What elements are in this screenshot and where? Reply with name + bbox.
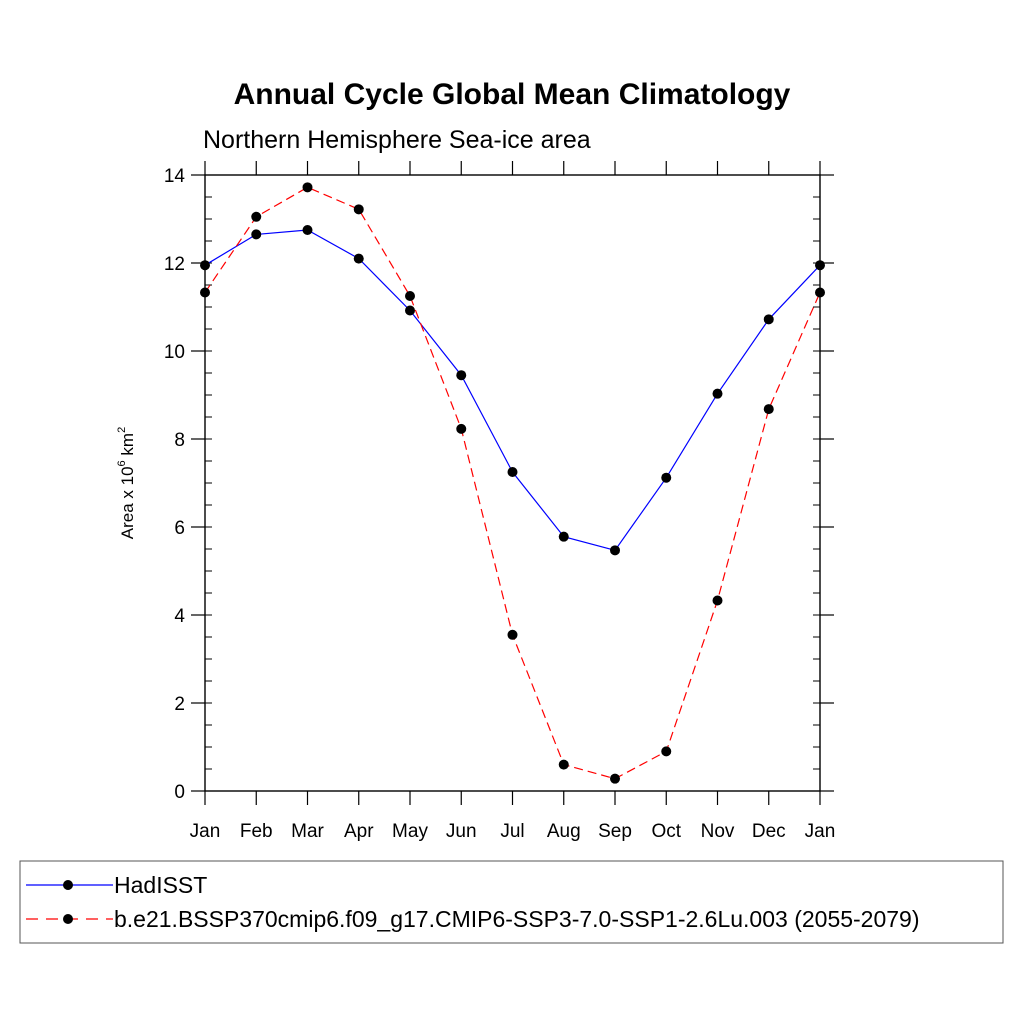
y-axis-label-unit: km <box>118 433 137 460</box>
y-tick-label: 12 <box>164 254 185 275</box>
series-1-point <box>302 225 313 235</box>
series-1-point <box>558 531 569 542</box>
legend-marker-2 <box>63 914 73 924</box>
series-line-1 <box>204 229 821 551</box>
series-2-point <box>610 773 620 784</box>
x-tick-label: Nov <box>701 821 735 842</box>
series-1-point <box>712 388 723 399</box>
x-tick-label: Oct <box>651 821 681 842</box>
series-1-point <box>200 260 210 271</box>
x-tick-label: Jan <box>805 821 836 842</box>
y-tick-label: 10 <box>164 342 185 363</box>
y-tick-label: 0 <box>174 782 185 803</box>
series-line-2 <box>204 186 821 780</box>
series-2-point <box>507 629 518 640</box>
chart-title: Annual Cycle Global Mean Climatology <box>234 78 791 111</box>
legend-label-1: HadISST <box>114 872 207 898</box>
legend-marker-1 <box>63 880 73 890</box>
chart-subtitle: Northern Hemisphere Sea-ice area <box>203 126 591 154</box>
x-tick-label: Mar <box>291 821 324 842</box>
series-2-point <box>661 746 672 757</box>
x-tick-label: Feb <box>240 821 273 842</box>
series-2-point <box>302 182 313 193</box>
x-tick-label: Sep <box>598 821 632 842</box>
series-1-point <box>507 467 518 477</box>
legend: HadISST b.e21.BSSP370cmip6.f09_g17.CMIP6-… <box>19 860 1004 944</box>
series-2-point <box>763 404 774 415</box>
series-2-point <box>251 211 262 222</box>
x-tick-label: Apr <box>344 821 374 842</box>
series-2-point <box>405 291 415 301</box>
series-1-point <box>763 314 774 325</box>
y-axis-label-prefix: Area x 10 <box>118 466 137 539</box>
y-tick-label: 2 <box>174 694 185 715</box>
y-axis-label-exp1: 6 <box>116 460 128 466</box>
y-tick-label: 8 <box>174 430 185 451</box>
series-2-point <box>456 423 467 434</box>
series-1-point <box>456 370 467 381</box>
series-1-point <box>815 260 825 271</box>
series-1-point <box>251 229 262 240</box>
x-tick-label: Dec <box>752 821 786 842</box>
series-1-point <box>661 472 672 483</box>
x-tick-label: May <box>392 821 428 842</box>
plot-area: 0 2 4 6 8 10 12 14 Jan Feb Mar Apr May Jun Jul Aug Sep Oc… <box>164 161 835 842</box>
x-tick-label: Aug <box>547 821 581 842</box>
y-tick-label: 4 <box>174 606 185 627</box>
series-2-point <box>200 287 210 298</box>
x-tick-label: Jan <box>190 821 221 842</box>
legend-box <box>19 860 1004 944</box>
series-2-point <box>558 759 569 770</box>
legend-label-2: b.e21.BSSP370cmip6.f09_g17.CMIP6-SSP3-7.… <box>114 906 920 932</box>
plot-frame <box>204 174 821 792</box>
y-tick-label: 6 <box>174 518 185 539</box>
y-axis-label-exp2: 2 <box>116 427 128 433</box>
y-axis-label: Area x 106 km2 <box>116 427 137 539</box>
series-2-point <box>815 287 825 298</box>
x-tick-label: Jul <box>500 821 524 842</box>
x-tick-label: Jun <box>446 821 477 842</box>
y-tick-label: 14 <box>164 166 186 187</box>
series-2-point <box>712 595 723 606</box>
series-1-point <box>353 253 364 264</box>
series-1-point <box>405 305 415 316</box>
series-1-point <box>610 545 620 556</box>
series-2-point <box>353 204 364 215</box>
